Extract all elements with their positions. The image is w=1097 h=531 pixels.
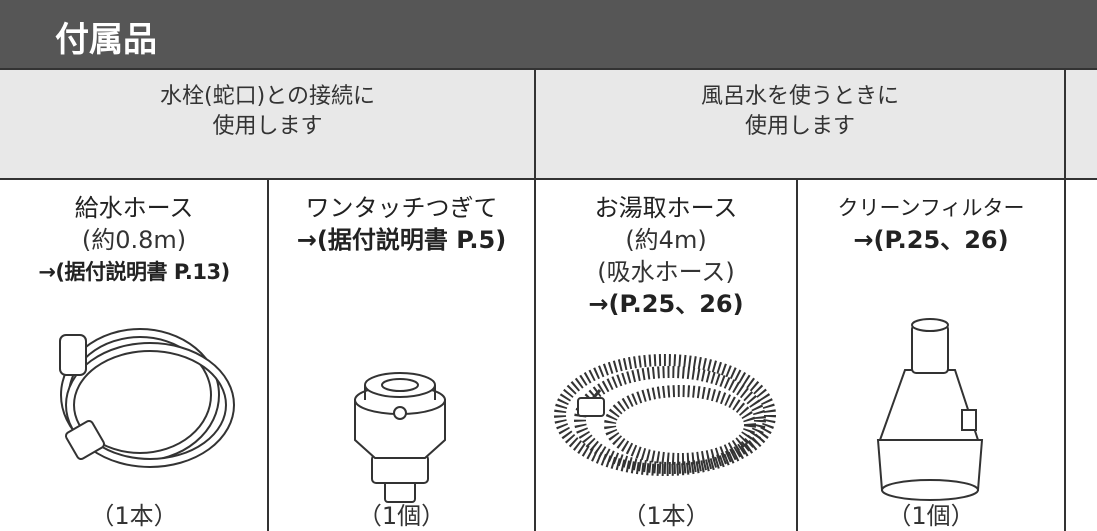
item-text: ワンタッチつぎて →(据付説明書 P.5) <box>268 192 535 256</box>
header: 付属品 <box>0 0 1097 68</box>
item-text: クリーンフィルター →(P.25、26) <box>797 192 1065 256</box>
divider <box>1064 68 1066 531</box>
divider <box>534 68 536 531</box>
group-line: 使用します <box>744 114 855 139</box>
group-line: 風呂水を使うときに <box>700 84 899 109</box>
item-detail: (約0.8m) <box>81 226 187 254</box>
item-detail: (約4m) <box>625 226 707 254</box>
item-name: お湯取ホース <box>594 194 738 222</box>
item-quantity: （1個） <box>357 502 446 530</box>
item-reference: →(P.25、26) <box>588 290 744 318</box>
item-name: 給水ホース <box>74 194 194 222</box>
item-reference: →(P.25、26) <box>853 226 1009 254</box>
item-text: 給水ホース (約0.8m) →(据付説明書 P.13) <box>0 192 268 288</box>
group-line: 水栓(蛇口)との接続に <box>160 84 375 109</box>
group-row <box>0 68 1097 180</box>
item-quantity: （1本） <box>622 502 710 530</box>
item-quantity: （1本） <box>90 502 178 530</box>
item-reference: →(据付説明書 P.13) <box>38 260 230 284</box>
clean-filter <box>876 318 984 501</box>
title: 付属品 <box>55 20 157 60</box>
group-label: 風呂水を使うときに 使用します <box>535 82 1065 142</box>
item-name: ワンタッチつぎて <box>305 194 498 222</box>
item-quantity: （1個） <box>887 502 975 530</box>
group-label: 水栓(蛇口)との接続に 使用します <box>0 82 535 142</box>
divider <box>796 180 798 531</box>
bath-hose <box>554 354 776 476</box>
supply-hose <box>59 328 235 468</box>
item-text: お湯取ホース (約4m) (吸水ホース) →(P.25、26) <box>535 192 797 320</box>
item-detail: (吸水ホース) <box>597 258 735 286</box>
divider <box>267 180 269 531</box>
one-touch-joint <box>354 372 446 503</box>
item-name: クリーンフィルター <box>837 196 1025 220</box>
group-line: 使用します <box>212 114 323 139</box>
item-reference: →(据付説明書 P.5) <box>296 226 507 254</box>
